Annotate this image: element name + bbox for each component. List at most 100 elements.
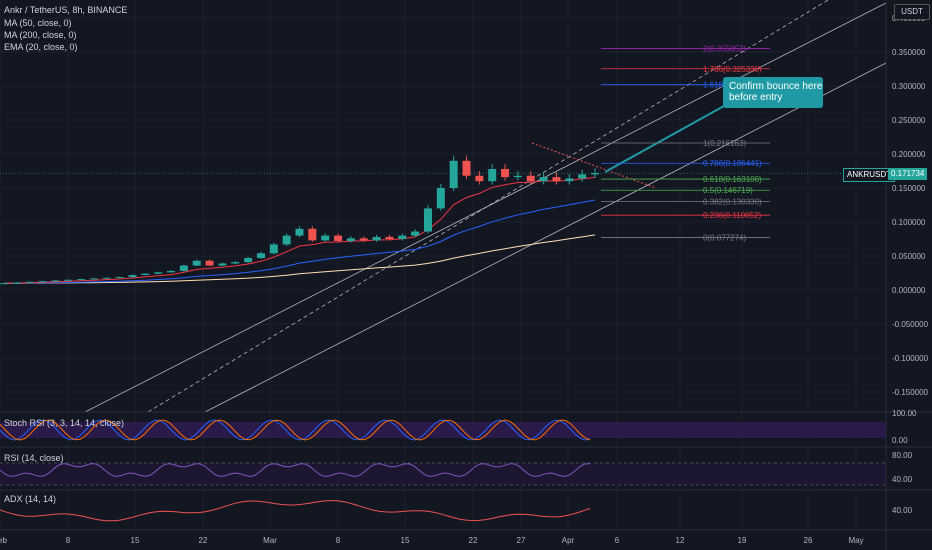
price-axis: 0.4000000.3500000.3000000.2500000.200000…: [885, 0, 929, 550]
panel-tick-label: 100.00: [892, 409, 917, 418]
last-price-tag: 0.171734: [888, 168, 928, 180]
price-tick-label: 0.350000: [892, 48, 926, 57]
candle-body: [591, 173, 599, 175]
descending-trendline: [531, 142, 657, 189]
candle-body: [102, 277, 111, 279]
price-tick-label: -0.050000: [892, 320, 929, 329]
candle-body: [115, 277, 124, 279]
candle-body: [552, 177, 561, 182]
candle-body: [141, 273, 150, 276]
time-tick-label: 26: [804, 536, 813, 545]
channel-lower-line: [204, 62, 887, 413]
time-tick-label: 8: [66, 536, 71, 545]
candle-body: [128, 275, 137, 278]
rsi-line: [0, 463, 591, 478]
time-tick-label: 22: [469, 536, 478, 545]
fib-level-label: 0.5(0.146719): [703, 186, 753, 195]
candle-body: [501, 168, 510, 178]
fib-level-label: 0.786(0.186441): [703, 159, 762, 168]
candle-body: [539, 177, 548, 182]
time-tick-label: 19: [738, 536, 747, 545]
fib-level-label: 1.786(0.325330): [703, 65, 762, 74]
indicator-ma50: MA (50, close, 0): [4, 18, 72, 28]
time-tick-label: 15: [401, 536, 410, 545]
price-tick-label: 0.250000: [892, 116, 926, 125]
price-tick-label: 0.300000: [892, 82, 926, 91]
candle-body: [38, 281, 47, 283]
price-tick-label: 0.150000: [892, 184, 926, 193]
candle-body: [346, 238, 355, 242]
adx-label: ADX (14, 14): [4, 494, 57, 504]
time-tick-label: Apr: [562, 536, 575, 545]
ma50-line: [3, 199, 596, 284]
fib-level-label: 0(0.077274): [703, 233, 746, 242]
candle-body: [308, 228, 317, 241]
candle-body: [77, 279, 86, 281]
candlesticks: [0, 155, 599, 285]
candle-body: [256, 253, 265, 259]
candle-body: [411, 231, 420, 236]
fibonacci-levels: 2(0.355052)1.786(0.325330)1.618(0.301963…: [0, 45, 886, 242]
stoch-k-line: [0, 419, 591, 441]
fib-level-label: 0.382(0.130330): [703, 197, 762, 206]
panel-tick-label: 0.00: [892, 436, 908, 445]
candle-body: [231, 262, 240, 264]
candle-body: [244, 258, 253, 263]
price-tick-label: -0.100000: [892, 354, 929, 363]
panel-tick-label: 40.00: [892, 506, 913, 515]
candle-body: [154, 272, 163, 274]
candle-body: [578, 174, 587, 179]
rsi-band: [0, 463, 886, 485]
price-tick-label: 0.000000: [892, 286, 926, 295]
candle-body: [462, 160, 471, 176]
price-tick-label: 0.200000: [892, 150, 926, 159]
callout-pointer: [604, 100, 734, 173]
candle-body: [449, 160, 458, 188]
time-tick-label: 6: [615, 536, 620, 545]
candle-body: [295, 228, 304, 236]
annotation-callout[interactable]: Confirm bounce here before entry: [723, 77, 823, 108]
time-axis: Feb 8 15 22 Mar 8 15 22 27 Apr 6 12 19 26 May: [0, 529, 932, 545]
symbol-tag: ANKRUSDT: [843, 168, 896, 182]
time-tick-label: Mar: [263, 536, 277, 545]
candle-body: [192, 260, 201, 266]
fib-level-label: 0.618(0.163108): [703, 175, 762, 184]
fib-level-label: 0.236(0.110052): [703, 211, 761, 220]
candle-body: [526, 175, 535, 182]
candle-body: [282, 235, 291, 245]
price-tick-label: -0.150000: [892, 388, 929, 397]
time-tick-label: May: [848, 536, 863, 545]
symbol-title: Ankr / TetherUS, 8h, BINANCE: [4, 5, 128, 15]
ma200-line: [4, 234, 596, 284]
time-tick-label: 27: [517, 536, 526, 545]
adx-line: [0, 500, 591, 522]
fib-level-label: 1(0.216163): [703, 139, 746, 148]
candle-body: [51, 280, 60, 282]
candle-body: [205, 260, 214, 266]
time-tick-label: 15: [131, 536, 140, 545]
candle-body: [218, 263, 227, 266]
indicator-ema20: EMA (20, close, 0): [4, 42, 78, 52]
oscillator-panels: [0, 411, 932, 522]
price-tick-label: 0.050000: [892, 252, 926, 261]
candle-body: [269, 244, 278, 254]
candle-body: [488, 168, 497, 182]
candle-body: [372, 236, 381, 241]
currency-button[interactable]: USDT: [894, 4, 930, 20]
panel-tick-label: 40.00: [892, 475, 913, 484]
ema20-line: [3, 176, 596, 284]
candle-body: [0, 283, 8, 285]
trend-channel: [84, 0, 887, 413]
rsi-label: RSI (14, close): [4, 453, 64, 463]
candle-body: [398, 235, 407, 239]
fib-level-label: 2(0.355052): [703, 45, 746, 54]
stoch-band: [0, 422, 886, 438]
indicator-ma200: MA (200, close, 0): [4, 30, 77, 40]
candle-body: [359, 238, 368, 241]
time-tick-label: 8: [336, 536, 341, 545]
candle-body: [475, 175, 484, 182]
candle-body: [436, 188, 445, 209]
stoch-rsi-label: Stoch RSI (3, 3, 14, 14, close): [4, 418, 125, 428]
candle-body: [89, 278, 98, 280]
